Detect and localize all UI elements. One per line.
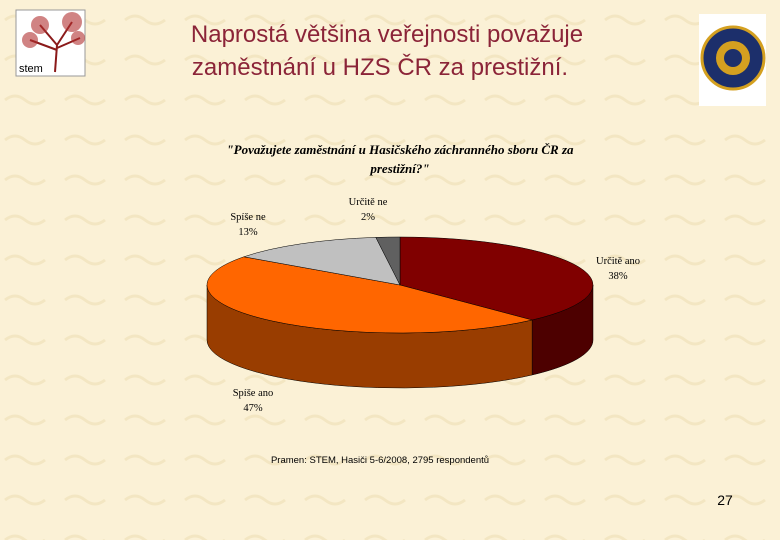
slice-label: Určitě ano	[596, 256, 640, 267]
hzs-emblem	[699, 14, 766, 106]
slice	[206, 256, 533, 334]
slice-label: Určitě ne	[349, 197, 388, 208]
pie	[206, 236, 594, 389]
slice-label: Spíše ne	[230, 212, 266, 223]
source: Pramen: STEM, Hasiči 5-6/2008, 2795 resp…	[271, 455, 489, 466]
slice-label: Spíše ano	[233, 388, 274, 399]
value-label: 2%	[361, 212, 375, 223]
slice	[242, 237, 401, 286]
stem-logo: stem	[15, 9, 86, 77]
value-label: 47%	[243, 403, 263, 414]
slide-title: zaměstnání u HZS ČR za prestižní.	[192, 53, 568, 81]
value-label: 38%	[608, 271, 628, 282]
page-number: 27	[717, 492, 733, 508]
slice	[375, 236, 401, 286]
slice	[399, 236, 594, 321]
chart-title: "Považujete zaměstnání u Hasičského zách…	[226, 142, 574, 176]
logo-text: stem	[19, 63, 43, 75]
slide-title: Naprostá většina veřejnosti považuje	[191, 21, 583, 48]
value-label: 13%	[238, 227, 258, 238]
